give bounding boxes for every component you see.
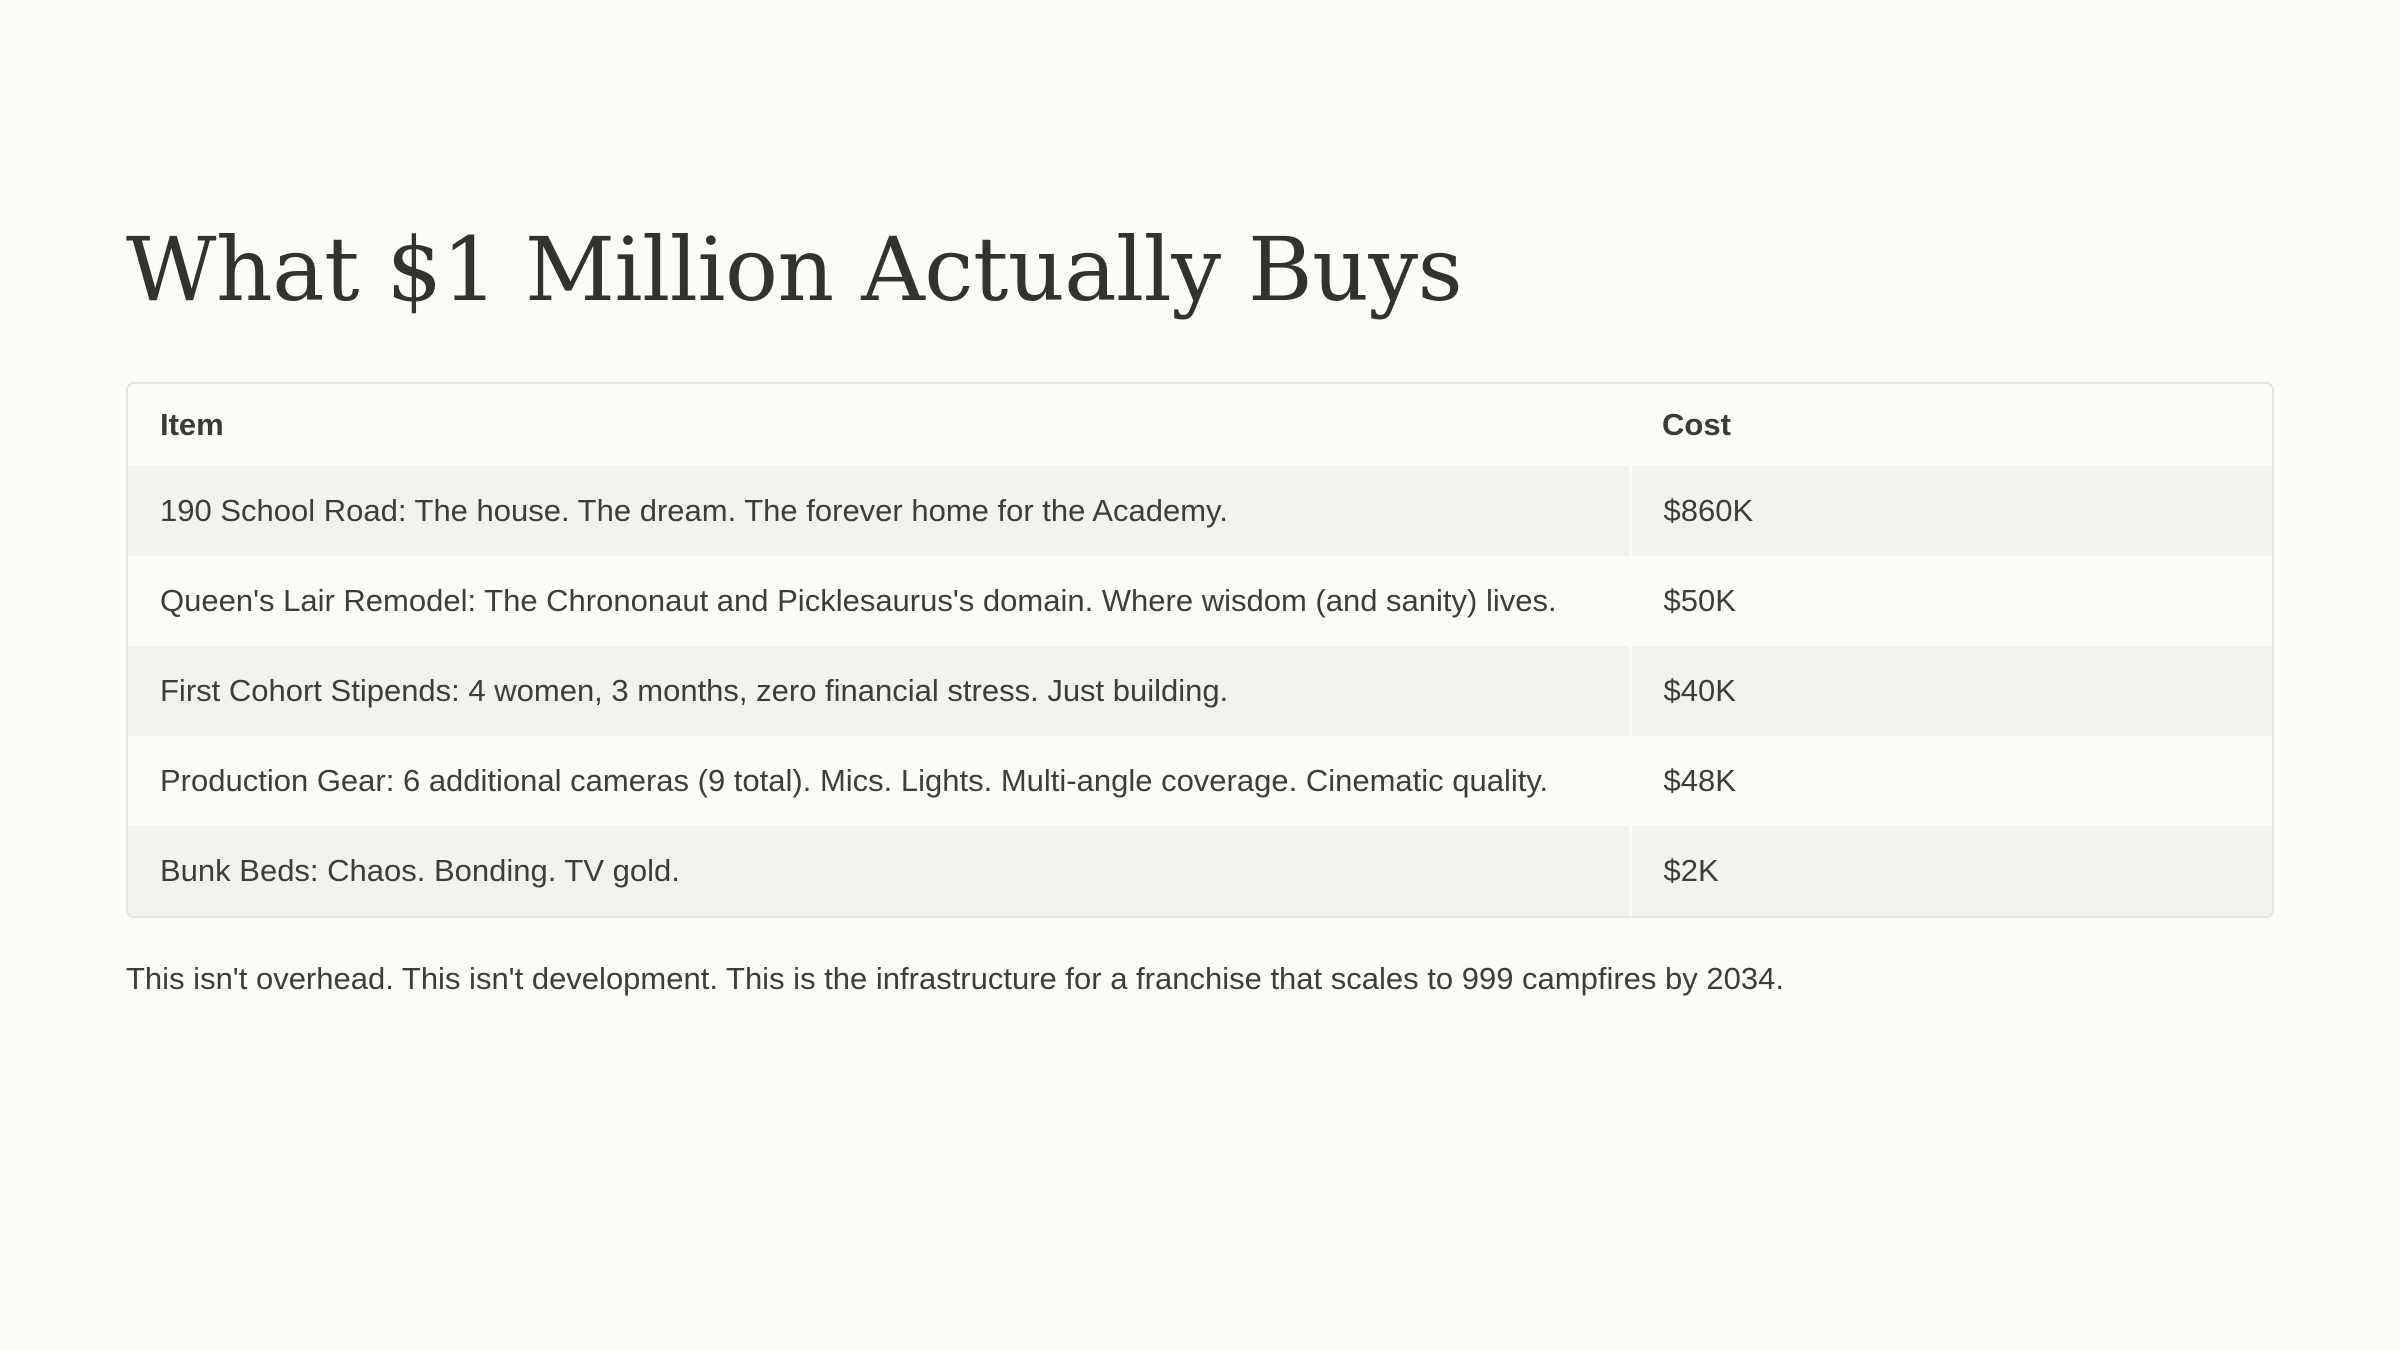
item-cell: Production Gear: 6 additional cameras (9… [128, 736, 1630, 826]
slide: What $1 Million Actually Buys Item Cost … [126, 200, 2274, 1004]
cost-cell: $2K [1628, 826, 2272, 916]
item-cell: Queen's Lair Remodel: The Chrononaut and… [128, 556, 1630, 646]
item-cell: Bunk Beds: Chaos. Bonding. TV gold. [128, 826, 1630, 916]
table-row: Queen's Lair Remodel: The Chrononaut and… [128, 556, 2272, 646]
item-cell: 190 School Road: The house. The dream. T… [128, 466, 1630, 556]
column-header-item: Item [160, 407, 224, 442]
cost-cell: $50K [1628, 556, 2272, 646]
table-row: Production Gear: 6 additional cameras (9… [128, 736, 2272, 826]
table-row: 190 School Road: The house. The dream. T… [128, 466, 2272, 556]
cost-table: Item Cost 190 School Road: The house. Th… [128, 384, 2272, 916]
cost-table-container: Item Cost 190 School Road: The house. Th… [126, 382, 2274, 918]
cost-cell: $860K [1628, 466, 2272, 556]
column-header-cost: Cost [1662, 407, 1731, 442]
item-cell: First Cohort Stipends: 4 women, 3 months… [128, 646, 1630, 736]
cost-cell: $48K [1628, 736, 2272, 826]
table-row: First Cohort Stipends: 4 women, 3 months… [128, 646, 2272, 736]
cost-cell: $40K [1628, 646, 2272, 736]
footnote: This isn't overhead. This isn't developm… [126, 961, 1784, 996]
table-row: Bunk Beds: Chaos. Bonding. TV gold. $2K [128, 826, 2272, 916]
page-title: What $1 Million Actually Buys [126, 218, 1463, 321]
table-header-row: Item Cost [128, 384, 2272, 466]
